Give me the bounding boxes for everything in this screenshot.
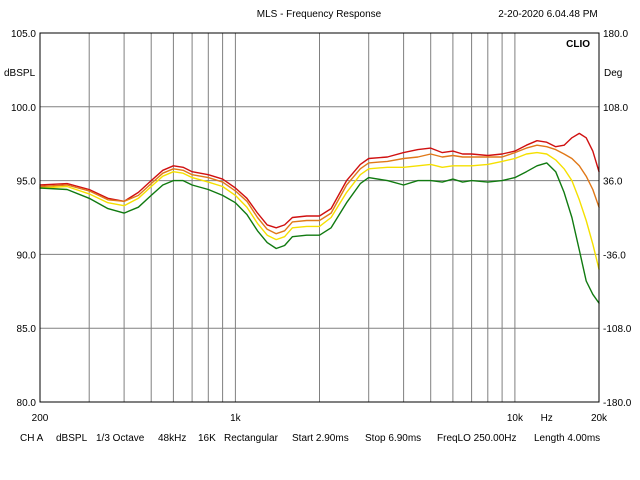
footer-bar: CH A dBSPL 1/3 Octave 48kHz 16K Rectangu… — [20, 433, 600, 444]
footer-stop: Stop 6.90ms — [365, 433, 421, 444]
footer-freq-lo: FreqLO 250.00Hz — [437, 433, 517, 444]
series-line-green — [39, 162, 600, 304]
brand-label: CLIO — [566, 39, 590, 50]
y-tick-label: 100.0 — [11, 103, 36, 114]
footer-window: Rectangular — [224, 433, 279, 444]
x-tick-label: 20k — [591, 413, 608, 424]
y-tick-label: 85.0 — [17, 324, 37, 335]
footer-sample-rate: 48kHz — [158, 433, 186, 444]
series-line-red — [39, 132, 600, 229]
y2-tick-label: 180.0 — [603, 29, 628, 40]
timestamp: 2-20-2020 6.04.48 PM — [498, 9, 598, 20]
y2-tick-label: 108.0 — [603, 103, 628, 114]
footer-channel: CH A — [20, 433, 44, 444]
y2-tick-label: -108.0 — [603, 324, 632, 335]
chart-title: MLS - Frequency Response — [257, 9, 382, 20]
axis-labels: 105.0 100.0 95.0 90.0 85.0 80.0 180.0 108.0 36.0… — [11, 29, 632, 424]
series-group — [39, 132, 600, 304]
footer-unit: dBSPL — [56, 433, 88, 444]
y-tick-label: 105.0 — [11, 29, 36, 40]
y2-tick-label: -180.0 — [603, 398, 632, 409]
footer-size: 16K — [198, 433, 216, 444]
y-axis-label: dBSPL — [4, 68, 36, 79]
y2-tick-label: -36.0 — [603, 250, 626, 261]
y2-axis-label: Deg — [604, 68, 622, 79]
series-line-orange — [39, 144, 600, 235]
footer-length: Length 4.00ms — [534, 433, 600, 444]
y-tick-label: 80.0 — [17, 398, 37, 409]
x-tick-label: 200 — [32, 413, 49, 424]
plot-frame — [39, 32, 600, 403]
footer-start: Start 2.90ms — [292, 433, 349, 444]
series-line-yellow — [39, 151, 600, 270]
x-tick-label: 10k — [507, 413, 524, 424]
footer-smoothing: 1/3 Octave — [96, 433, 145, 444]
x-tick-label: 1k — [230, 413, 242, 424]
y-tick-label: 95.0 — [17, 177, 37, 188]
y2-tick-label: 36.0 — [603, 177, 623, 188]
grid — [39, 32, 600, 403]
y-tick-label: 90.0 — [17, 250, 37, 261]
x-axis-unit-label: Hz — [541, 413, 553, 424]
